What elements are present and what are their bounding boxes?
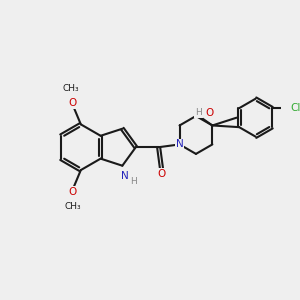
Text: N: N <box>176 140 183 149</box>
Text: CH₃: CH₃ <box>64 202 81 211</box>
Text: Cl: Cl <box>290 103 300 113</box>
Text: CH₃: CH₃ <box>63 85 80 94</box>
Text: N: N <box>122 171 129 182</box>
Text: H: H <box>195 108 202 117</box>
Text: N: N <box>122 171 129 182</box>
Text: H: H <box>130 177 136 186</box>
Text: O: O <box>157 169 166 179</box>
Text: N: N <box>176 140 183 149</box>
Text: H: H <box>130 177 136 186</box>
Text: O: O <box>68 98 76 108</box>
Text: O: O <box>68 187 76 196</box>
Text: O: O <box>205 108 213 118</box>
